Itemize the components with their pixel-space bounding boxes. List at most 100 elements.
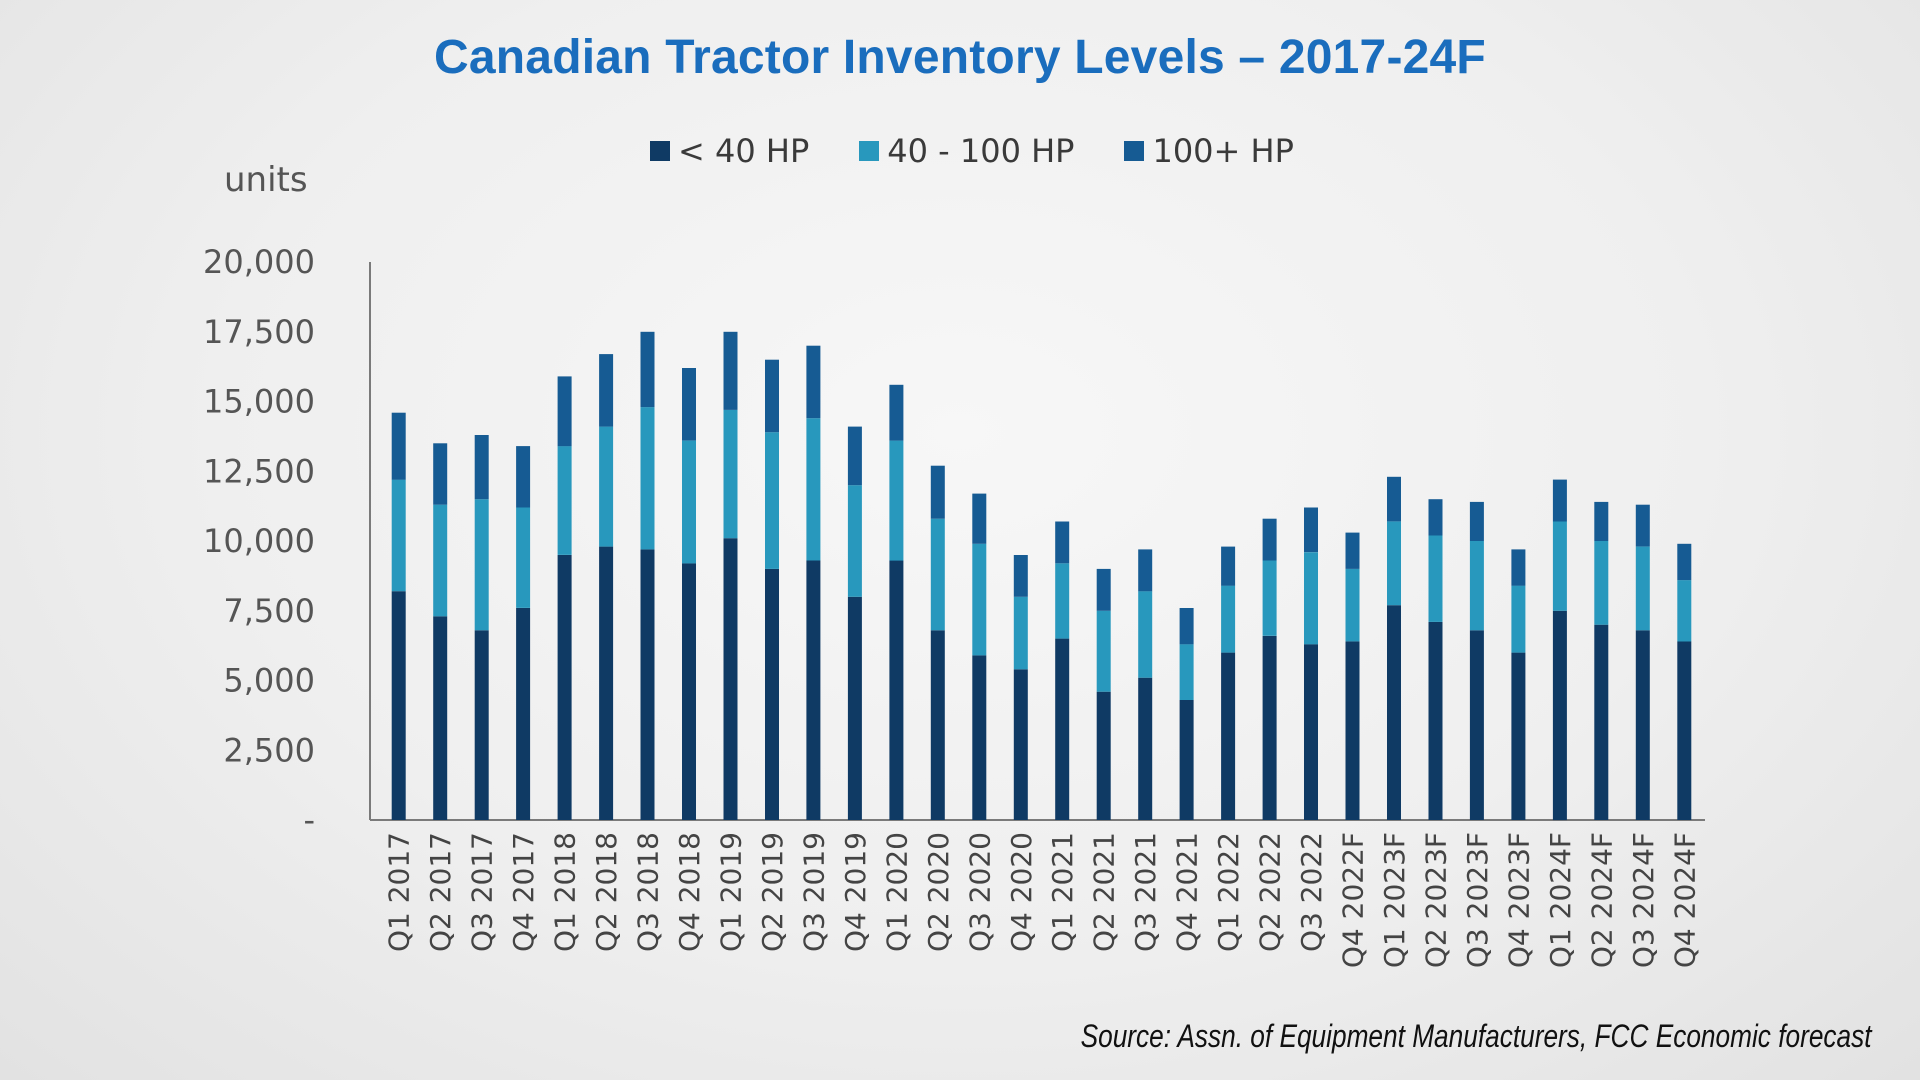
bar-segment-100plus — [1635, 504, 1650, 547]
bar-segment-lt40 — [1469, 630, 1484, 820]
bar-segment-100plus — [1096, 568, 1111, 611]
x-tick-label: Q1 2023F — [1378, 832, 1411, 968]
bar-segment-100plus — [1304, 507, 1318, 553]
legend-item-100plus: 100+ HP — [1124, 132, 1294, 170]
legend-label-100plus: 100+ HP — [1152, 132, 1294, 170]
bar-segment-100plus — [1262, 518, 1277, 561]
bar-segment-40-100 — [1138, 591, 1153, 678]
x-tick-label: Q3 2022 — [1295, 832, 1328, 952]
bar-segment-40-100 — [972, 543, 987, 656]
bar-segment-100plus — [889, 384, 904, 441]
bar-segment-lt40 — [1552, 610, 1567, 821]
bar-segment-100plus — [1013, 555, 1028, 597]
x-tick-label: Q2 2018 — [590, 832, 623, 952]
bar-segment-100plus — [765, 359, 779, 433]
x-tick-label: Q3 2024F — [1627, 832, 1660, 968]
bar-segment-lt40 — [516, 608, 531, 820]
bar-segment-lt40 — [1594, 624, 1609, 820]
bar-segment-lt40 — [640, 549, 655, 820]
bar-segment-lt40 — [557, 555, 572, 820]
bar-segment-40-100 — [1055, 563, 1070, 639]
bar-segment-40-100 — [599, 426, 614, 547]
bar-segment-100plus — [557, 376, 572, 447]
legend-label-lt40: < 40 HP — [678, 132, 810, 170]
y-tick-label: 20,000 — [203, 243, 315, 281]
y-tick-label: 5,000 — [223, 662, 315, 700]
bar-segment-40-100 — [1594, 541, 1609, 625]
bar-segment-100plus — [516, 446, 531, 508]
bar-segment-lt40 — [806, 560, 821, 820]
x-tick-label: Q4 2021 — [1171, 832, 1204, 952]
x-tick-label: Q2 2022 — [1254, 832, 1287, 952]
x-tick-label: Q4 2017 — [507, 832, 540, 952]
bar-segment-100plus — [723, 331, 738, 410]
bar-segment-100plus — [930, 465, 945, 519]
bar-segment-100plus — [1552, 479, 1567, 522]
x-tick-label: Q2 2020 — [922, 832, 955, 952]
bar-segment-100plus — [1179, 608, 1194, 645]
bar-segment-lt40 — [1138, 677, 1153, 820]
bar-segment-100plus — [806, 345, 821, 419]
bar-segment-lt40 — [1013, 669, 1028, 820]
bar-segment-lt40 — [474, 630, 489, 820]
bar-segment-100plus — [474, 435, 489, 500]
y-tick-label: 10,000 — [203, 522, 315, 560]
bar-segment-100plus — [433, 443, 448, 505]
bar-segment-100plus — [1221, 546, 1236, 586]
y-tick-label: 2,500 — [223, 731, 315, 769]
bar-segment-40-100 — [1677, 580, 1692, 642]
bar-segment-40-100 — [1511, 585, 1526, 653]
x-tick-label: Q1 2024F — [1544, 832, 1577, 968]
bar-segment-40-100 — [516, 507, 531, 608]
bar-segment-40-100 — [1262, 560, 1277, 636]
x-tick-label: Q1 2019 — [715, 832, 748, 952]
bar-segment-lt40 — [1055, 638, 1070, 820]
x-tick-label: Q2 2019 — [756, 832, 789, 952]
x-tick-label: Q2 2017 — [424, 832, 457, 952]
x-tick-label: Q4 2018 — [673, 832, 706, 952]
x-tick-label: Q3 2020 — [963, 832, 996, 952]
bar-segment-100plus — [1387, 476, 1401, 522]
bar-segment-100plus — [1345, 532, 1360, 569]
bar-segment-100plus — [1511, 549, 1526, 586]
bar-segment-40-100 — [474, 499, 489, 631]
x-tick-label: Q4 2024F — [1668, 832, 1701, 968]
bar-segment-40-100 — [682, 440, 696, 564]
bar-segment-lt40 — [930, 630, 945, 820]
bar-segment-40-100 — [806, 418, 821, 561]
chart-title: Canadian Tractor Inventory Levels – 2017… — [434, 31, 1486, 84]
bar-segment-40-100 — [640, 407, 655, 550]
bar-segment-100plus — [847, 426, 862, 486]
bar-segment-40-100 — [889, 440, 904, 561]
bar-segment-100plus — [1677, 543, 1692, 581]
bar-segment-40-100 — [1469, 541, 1484, 631]
bar-segment-40-100 — [1096, 610, 1111, 692]
bar-segment-40-100 — [1179, 644, 1194, 700]
bar-segment-100plus — [1055, 521, 1070, 564]
y-tick-label: - — [303, 801, 315, 839]
bar-segment-40-100 — [765, 432, 779, 569]
bar-segment-lt40 — [1511, 652, 1526, 820]
bar-segment-lt40 — [723, 538, 738, 820]
legend-item-40-100: 40 - 100 HP — [859, 132, 1074, 170]
bar-segment-lt40 — [1387, 605, 1401, 820]
source-note: Source: Assn. of Equipment Manufacturers… — [1081, 1018, 1872, 1054]
bar-segment-lt40 — [1304, 644, 1318, 820]
y-tick-label: 7,500 — [223, 592, 315, 630]
bar-segment-lt40 — [1345, 641, 1360, 820]
bar-segment-40-100 — [1221, 585, 1236, 653]
bar-segment-lt40 — [889, 560, 904, 820]
bar-segment-lt40 — [847, 596, 862, 820]
y-tick-label: 15,000 — [203, 383, 315, 421]
y-axis-unit-label: units — [224, 160, 308, 200]
bar-segment-lt40 — [682, 563, 696, 820]
x-tick-label: Q1 2018 — [549, 832, 582, 952]
x-tick-label: Q3 2017 — [466, 832, 499, 952]
y-tick-label: 12,500 — [203, 452, 315, 490]
x-tick-label: Q1 2021 — [1046, 832, 1079, 952]
legend-label-40-100: 40 - 100 HP — [887, 132, 1075, 170]
legend-swatch-lt40 — [650, 141, 670, 161]
x-tick-label: Q1 2017 — [383, 832, 416, 952]
bar-segment-lt40 — [765, 568, 779, 820]
bar-segment-100plus — [599, 354, 614, 427]
